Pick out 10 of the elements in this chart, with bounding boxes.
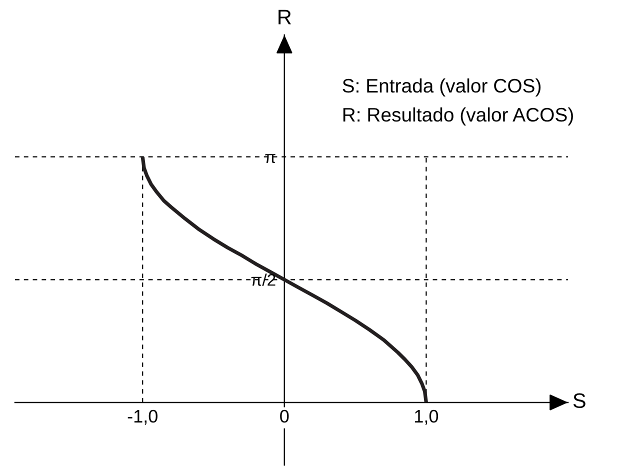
y-tick-label: π/2 [251,274,276,286]
y-tick-label: π [265,154,276,164]
x-tick-label: 1,0 [415,410,438,425]
annotation: R: Resultado (valor ACOS) [343,107,573,126]
x-axis-title: S [573,393,586,408]
x-tick-label: 0 [280,410,289,423]
y-axis-title: R [278,10,291,24]
x-tick-label: -1,0 [128,410,158,425]
line-series [140,155,428,404]
annotation: S: Entrada (valor COS) [342,78,541,97]
